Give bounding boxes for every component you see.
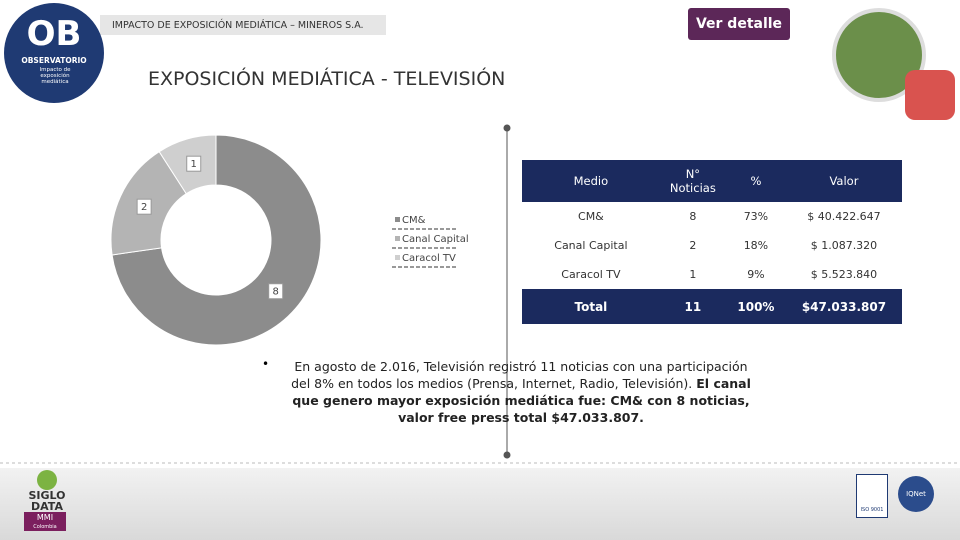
summary-normal: En agosto de 2.016, Televisión registró … — [291, 359, 748, 391]
logo-caption: Impacto de exposición mediática — [39, 67, 71, 85]
table-row: Caracol TV 1 9% $ 5.523.840 — [522, 260, 902, 289]
cert-iqnet: IQNet — [898, 476, 934, 512]
cell: $ 5.523.840 — [810, 268, 878, 281]
header-text: IMPACTO DE EXPOSICIÓN MEDIÁTICA – MINERO… — [112, 20, 364, 31]
cell: 8 — [689, 210, 697, 223]
cell: 1 — [689, 268, 697, 281]
brand-top: SIGLO — [28, 489, 66, 502]
legend-swatch — [395, 255, 400, 260]
logo-text: OB — [26, 14, 82, 54]
summary-bold: El canal que genero mayor exposición med… — [292, 376, 751, 425]
detail-button[interactable]: Ver detalle — [688, 8, 790, 40]
cert-iso: ISO 9001 — [856, 474, 888, 518]
brand-icon — [37, 470, 57, 490]
logo-subtitle: OBSERVATORIO — [21, 56, 87, 65]
cell: $ 1.087.320 — [810, 239, 878, 252]
total-cell: 11 — [684, 299, 702, 314]
legend-swatch — [395, 236, 400, 241]
divider-dot — [503, 124, 511, 132]
legend-label: Canal Capital — [402, 234, 469, 245]
header-cell: % — [750, 174, 762, 188]
label-box — [268, 283, 284, 300]
bullet: • — [262, 357, 270, 371]
legend-swatch — [395, 217, 400, 222]
table-row: Canal Capital 2 18% $ 1.087.320 — [522, 231, 902, 260]
label-box — [186, 155, 202, 172]
label-box — [136, 198, 152, 215]
cell: $ 40.422.647 — [807, 210, 881, 223]
header-cell: Valor — [829, 174, 859, 188]
total-row: Total 11 100% $47.033.807 — [522, 289, 902, 324]
legend-label: Caracol TV — [402, 253, 456, 264]
logo — [4, 3, 104, 103]
brand-tag: MMI — [24, 512, 66, 523]
divider-dot — [503, 451, 511, 459]
header-cell: N° Noticias — [669, 167, 716, 195]
header-cell: Medio — [573, 174, 609, 188]
footer — [0, 468, 960, 540]
table-row: CM& 8 73% $ 40.422.647 — [522, 202, 902, 231]
cell: 18% — [743, 239, 769, 252]
hand-icon — [905, 70, 955, 120]
brand: SIGLO DATA — [24, 490, 70, 512]
cell: Canal Capital — [554, 239, 628, 252]
total-cell: 100% — [737, 299, 775, 314]
total-cell: Total — [574, 299, 608, 314]
total-cell: $47.033.807 — [801, 299, 887, 314]
data-label: 1 — [191, 159, 197, 170]
cell: 73% — [743, 210, 769, 223]
brand-country: Colombia — [24, 523, 66, 531]
cell: Caracol TV — [561, 268, 621, 281]
legend-label: CM& — [402, 215, 426, 226]
slide-title: EXPOSICIÓN MEDIÁTICA - TELEVISIÓN — [148, 68, 506, 90]
table-header: Medio N° Noticias% Valor — [522, 160, 902, 202]
summary: En agosto de 2.016, Televisión registró … — [286, 358, 756, 426]
data-table: Medio N° Noticias% Valor CM& 8 73% $ 40.422.6… — [522, 160, 902, 324]
data-label: 8 — [273, 287, 279, 298]
cell: 9% — [747, 268, 765, 281]
cell: CM& — [578, 210, 604, 223]
cell: 2 — [689, 239, 697, 252]
header-bar — [100, 15, 386, 35]
brand-bottom: DATA — [31, 500, 63, 513]
data-label: 2 — [141, 202, 147, 213]
